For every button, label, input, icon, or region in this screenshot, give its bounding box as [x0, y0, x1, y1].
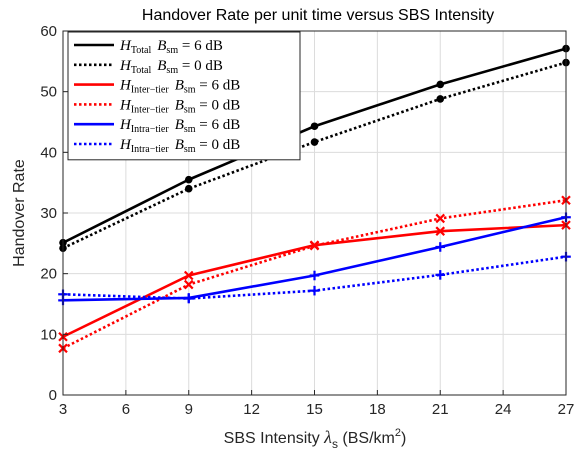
y-axis-ticks: 0 10 20 30 40 50 60 [40, 23, 68, 404]
x-tick-label: 9 [185, 401, 193, 418]
grid [62, 30, 567, 396]
data-point [183, 270, 194, 281]
y-tick-label: 20 [40, 266, 57, 283]
y-tick-label: 10 [40, 326, 57, 343]
data-point [309, 285, 320, 296]
x-label-main: SBS Intensity [224, 430, 325, 447]
chart-title: Handover Rate per unit time versus SBS I… [142, 7, 494, 24]
legend-label: HTotal Bsm = 6 dB [119, 38, 223, 56]
series-layer [58, 44, 571, 354]
x-tick-label: 12 [243, 401, 260, 418]
legend-item: HTotal Bsm = 0 dB [74, 58, 223, 76]
data-point [435, 226, 446, 236]
x-tick-label: 3 [59, 401, 67, 418]
y-tick-label: 40 [40, 144, 57, 161]
legend-label: HInter−tier Bsm = 6 dB [119, 78, 240, 96]
legend-box [67, 31, 301, 161]
x-tick-label: 21 [432, 401, 449, 418]
x-label-unit-open: (BS/km [338, 430, 395, 447]
data-point [309, 240, 320, 251]
x-tick-label: 27 [558, 401, 575, 418]
x-label-lambda: λ [323, 427, 332, 447]
x-label-lambda-sub: s [332, 437, 338, 451]
legend-label: HIntra−tier Bsm = 6 dB [119, 117, 240, 135]
data-point [436, 95, 445, 103]
y-tick-label: 50 [40, 84, 57, 101]
y-axis-label: Handover Rate [11, 159, 28, 267]
data-point [183, 293, 194, 304]
legend-item: HInter−tier Bsm = 0 dB [74, 97, 240, 115]
legend-label: HInter−tier Bsm = 0 dB [119, 97, 240, 115]
x-tick-label: 15 [306, 401, 323, 418]
legend-item: HInter−tier Bsm = 6 dB [74, 78, 240, 96]
x-axis-ticks: 3 6 9 12 15 18 21 24 27 [59, 390, 575, 418]
data-point [435, 242, 446, 252]
data-point [310, 138, 319, 146]
legend-label: HTotal Bsm = 0 dB [119, 58, 223, 76]
y-tick-label: 60 [40, 23, 57, 40]
y-tick-label: 0 [49, 387, 57, 404]
x-label-unit-close: ) [401, 430, 406, 447]
x-label-unit-sup: 2 [395, 427, 401, 439]
data-point [309, 270, 320, 281]
y-tick-label: 30 [40, 205, 57, 222]
data-point [435, 270, 446, 280]
data-point [310, 122, 319, 131]
x-tick-label: 6 [122, 401, 130, 418]
x-axis-label: SBS Intensity λs (BS/km2) [224, 427, 407, 451]
data-point [435, 213, 446, 224]
x-tick-label: 18 [369, 401, 386, 418]
data-point [183, 279, 194, 290]
data-point [436, 80, 445, 89]
data-point [184, 184, 193, 193]
legend-item: HIntra−tier Bsm = 6 dB [74, 117, 240, 135]
series-0 [59, 44, 570, 247]
legend: HTotal Bsm = 6 dB HTotal Bsm = 0 dB HInter−t… [67, 31, 301, 161]
legend-label: HIntra−tier Bsm = 0 dB [119, 137, 240, 155]
legend-item: HIntra−tier Bsm = 0 dB [74, 137, 240, 155]
data-point [184, 175, 193, 184]
x-tick-label: 24 [495, 401, 512, 418]
legend-item: HTotal Bsm = 6 dB [74, 38, 223, 56]
